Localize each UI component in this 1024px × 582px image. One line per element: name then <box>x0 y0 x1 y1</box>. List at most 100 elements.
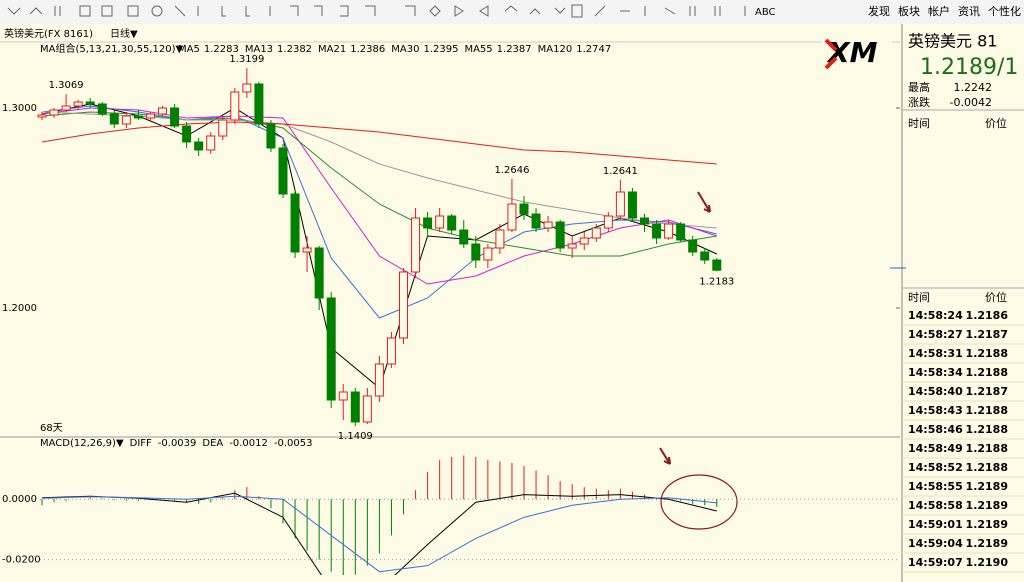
legend-value: 1.2382 <box>277 44 312 55</box>
candle-body <box>206 135 216 151</box>
candle-body <box>615 191 625 217</box>
candle-body <box>579 237 589 245</box>
legend-name: MA5 <box>178 44 200 55</box>
legend-name: MA120 <box>538 44 573 55</box>
price-label: 1.2183 <box>699 276 734 287</box>
xm-logo: XM <box>822 36 892 70</box>
candle-body <box>459 229 469 245</box>
macd-legend: MACD(12,26,9)▼ <box>40 438 124 449</box>
legend-value: 1.2387 <box>497 44 532 55</box>
quote-price: 1.2189/1 <box>920 55 1018 80</box>
tick-time: 14:58:49 <box>908 442 963 455</box>
candle-body <box>182 125 192 143</box>
menu-item[interactable]: 资讯 <box>958 5 980 18</box>
tick-price: 1.2188 <box>966 461 1008 474</box>
price-label: 1.3199 <box>229 54 264 65</box>
candle-body <box>567 243 577 249</box>
tick-price: 1.2189 <box>966 499 1008 512</box>
candle-body <box>338 391 348 401</box>
tick-time: 14:59:01 <box>908 518 963 531</box>
candle-body <box>435 215 445 229</box>
candle-body <box>97 103 107 115</box>
macd-legend: DIFF <box>130 438 152 449</box>
tick-time: 14:58:27 <box>908 328 963 341</box>
candle-body <box>374 363 384 397</box>
menu-item[interactable]: 发现 <box>868 4 890 18</box>
candle-body <box>290 193 300 253</box>
annotation-arrow <box>697 191 711 213</box>
candle-body <box>399 271 408 339</box>
candle-body <box>676 223 686 241</box>
candle-body <box>194 141 204 151</box>
macd-legend: -0.0053 <box>274 438 313 449</box>
period[interactable]: 日线▼ <box>110 27 138 40</box>
menu-item[interactable]: 板块 <box>898 4 920 18</box>
price-label: 1.2646 <box>494 165 529 176</box>
candle-body <box>302 247 312 253</box>
legend-value: 1.2747 <box>576 44 611 55</box>
tick-price: 1.2189 <box>966 480 1008 493</box>
table-head: 时间 <box>908 291 930 304</box>
plot-group <box>37 68 722 427</box>
candle-body <box>652 223 662 239</box>
tick-time: 14:58:46 <box>908 423 963 436</box>
candle-body <box>278 147 288 195</box>
y-tick-label: 1.3000 <box>2 103 37 114</box>
candle-body <box>423 217 433 229</box>
table-head: 价位 <box>985 290 1007 304</box>
tick-price: 1.2187 <box>966 385 1008 398</box>
candle-body <box>230 91 240 121</box>
macd-legend: DEA <box>202 438 223 449</box>
tick-time: 14:58:31 <box>908 347 963 360</box>
tick-price: 1.2188 <box>966 347 1008 360</box>
annotation-circle <box>660 474 738 530</box>
y-tick-label: 0.0000 <box>2 494 37 505</box>
candle-body <box>507 203 517 231</box>
candle-body <box>664 223 674 239</box>
y-tick-label: 1.2000 <box>2 303 37 314</box>
legend-name: MA55 <box>464 44 492 55</box>
macd-legend: -0.0012 <box>229 438 268 449</box>
tick-time: 14:58:34 <box>908 366 963 379</box>
tick-time: 14:58:52 <box>908 461 963 474</box>
toolbar-abc[interactable]: ABC <box>755 7 776 18</box>
candle-body <box>109 113 119 125</box>
menu-item[interactable]: 帐户 <box>928 4 950 18</box>
ma-line <box>41 107 717 285</box>
tick-price: 1.2187 <box>966 328 1008 341</box>
candle-body <box>326 297 336 401</box>
svg-text:XM: XM <box>826 36 878 69</box>
candle-body <box>603 215 613 229</box>
candle-body <box>688 239 698 253</box>
quote-high: 1.2242 <box>954 81 993 94</box>
candle-body <box>447 215 457 231</box>
tick-time: 14:58:55 <box>908 480 963 493</box>
legend-value: 1.2386 <box>350 44 385 55</box>
plot-group <box>41 455 718 575</box>
candle-body <box>555 221 565 249</box>
days: 68天 <box>40 423 63 434</box>
price-label: 1.2641 <box>603 166 638 177</box>
price-label: 1.1409 <box>338 431 373 442</box>
quote-change: -0.0042 <box>950 96 992 109</box>
diff-line <box>41 492 717 575</box>
candle-body <box>712 259 722 271</box>
price-label: 1.3069 <box>49 80 84 91</box>
candle-body <box>591 227 601 239</box>
menu-item[interactable]: 个性化 <box>988 4 1021 18</box>
candle-body <box>145 113 155 119</box>
candle-body <box>73 101 83 107</box>
tick-price: 1.2186 <box>966 309 1009 322</box>
legend-value: 1.2395 <box>423 44 458 55</box>
y-tick-label: -0.0200 <box>2 555 41 566</box>
annotation-arrow <box>659 447 671 465</box>
toolbar-icons <box>7 4 746 18</box>
candle-body <box>627 191 637 219</box>
tick-price: 1.2188 <box>966 423 1008 436</box>
ma-title: MA组合(5,13,21,30,55,120)▼ <box>40 42 184 55</box>
tick-price: 1.2190 <box>966 556 1009 569</box>
candle-body <box>531 213 541 229</box>
legend-name: MA30 <box>391 44 419 55</box>
candle-body <box>49 109 59 116</box>
